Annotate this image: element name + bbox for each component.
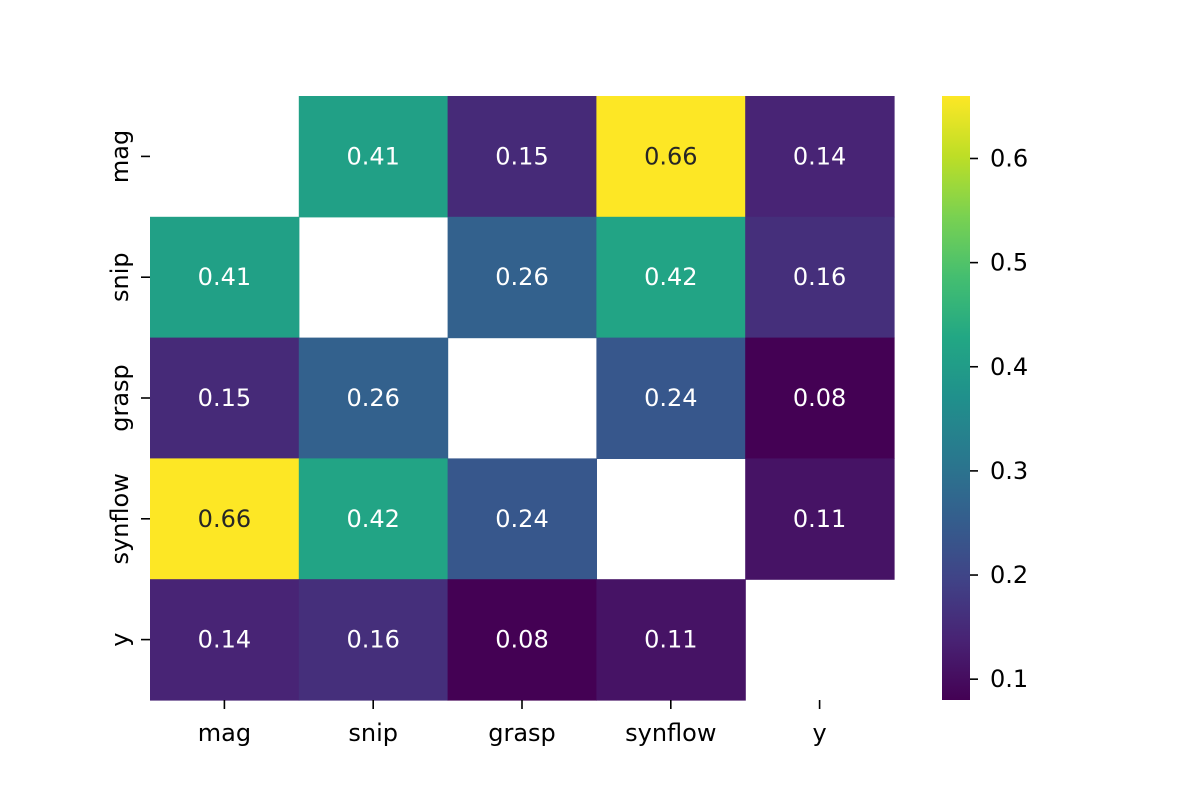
heatmap-cell-synflow-snip bbox=[298, 458, 449, 580]
cell-value-label: 0.42 bbox=[346, 505, 399, 533]
heatmap-cell-grasp-snip bbox=[298, 337, 449, 459]
cell-value-label: 0.66 bbox=[644, 142, 697, 170]
cell-value-label: 0.15 bbox=[198, 384, 251, 412]
heatmap-cell-mag-snip bbox=[298, 96, 449, 218]
cell-value-label: 0.11 bbox=[644, 626, 697, 654]
x-tick-label-synflow: synflow bbox=[625, 719, 716, 747]
heatmap-cell-y-mag bbox=[150, 579, 300, 701]
x-tick-label-y: y bbox=[812, 719, 826, 747]
y-tick-label-y: y bbox=[106, 632, 134, 646]
cell-value-label: 0.08 bbox=[495, 626, 548, 654]
cell-value-label: 0.24 bbox=[495, 505, 548, 533]
y-tick-label-synflow: synflow bbox=[106, 473, 134, 564]
cell-value-label: 0.08 bbox=[793, 384, 846, 412]
x-tick-label-mag: mag bbox=[198, 719, 251, 747]
heatmap-cell-y-synflow bbox=[596, 579, 746, 701]
cell-value-label: 0.41 bbox=[346, 142, 399, 170]
colorbar-tick-label: 0.2 bbox=[990, 561, 1028, 589]
cell-value-label: 0.16 bbox=[793, 263, 846, 291]
heatmap-cell-mag-y bbox=[745, 96, 895, 218]
cell-value-label: 0.42 bbox=[644, 263, 697, 291]
heatmap-cells: 0.41 0.15 0.66 0.14 0.41 0.26 0.42 0.16 0.15 0.26… bbox=[150, 96, 895, 701]
cell-value-label: 0.16 bbox=[346, 626, 399, 654]
heatmap-cell-snip-synflow bbox=[596, 216, 746, 339]
colorbar-gradient bbox=[942, 96, 970, 700]
cell-value-label: 0.41 bbox=[198, 263, 251, 291]
x-tick-label-snip: snip bbox=[348, 719, 398, 747]
y-axis: mag snip grasp synflow y bbox=[106, 130, 150, 647]
cell-value-label: 0.26 bbox=[495, 263, 548, 291]
heatmap-cell-mag-grasp bbox=[447, 96, 597, 218]
y-tick-label-grasp: grasp bbox=[106, 364, 134, 432]
heatmap-cell-snip-grasp bbox=[447, 216, 597, 339]
cell-value-label: 0.15 bbox=[495, 142, 548, 170]
heatmap-cell-y-snip bbox=[298, 579, 449, 701]
cell-value-label: 0.24 bbox=[644, 384, 697, 412]
colorbar-tick-label: 0.1 bbox=[990, 665, 1028, 693]
colorbar-tick-label: 0.5 bbox=[990, 249, 1028, 277]
heatmap-cell-synflow-grasp bbox=[447, 458, 597, 580]
y-tick-label-snip: snip bbox=[106, 252, 134, 302]
cell-value-label: 0.66 bbox=[198, 505, 251, 533]
heatmap-cell-snip-y bbox=[745, 216, 895, 339]
heatmap-cell-y-grasp bbox=[447, 579, 597, 701]
heatmap-cell-mag-synflow bbox=[596, 96, 746, 218]
heatmap-cell-synflow-mag bbox=[150, 458, 300, 580]
heatmap-cell-grasp-y bbox=[745, 337, 895, 459]
cell-value-label: 0.14 bbox=[198, 626, 251, 654]
cell-value-label: 0.14 bbox=[793, 142, 846, 170]
x-axis: mag snip grasp synflow y bbox=[198, 700, 827, 747]
y-tick-label-mag: mag bbox=[106, 130, 134, 183]
heatmap-cell-grasp-synflow bbox=[596, 337, 746, 459]
cell-value-label: 0.11 bbox=[793, 505, 846, 533]
x-tick-label-grasp: grasp bbox=[488, 719, 556, 747]
heatmap-cell-snip-mag bbox=[150, 216, 300, 339]
colorbar-tick-label: 0.3 bbox=[990, 457, 1028, 485]
heatmap-cell-synflow-y bbox=[745, 458, 895, 580]
cell-value-label: 0.26 bbox=[346, 384, 399, 412]
colorbar-tick-label: 0.4 bbox=[990, 353, 1028, 381]
colorbar: 0.1 0.2 0.3 0.4 0.5 0.6 bbox=[942, 96, 1028, 700]
heatmap-cell-grasp-mag bbox=[150, 337, 300, 459]
colorbar-tick-label: 0.6 bbox=[990, 144, 1028, 172]
